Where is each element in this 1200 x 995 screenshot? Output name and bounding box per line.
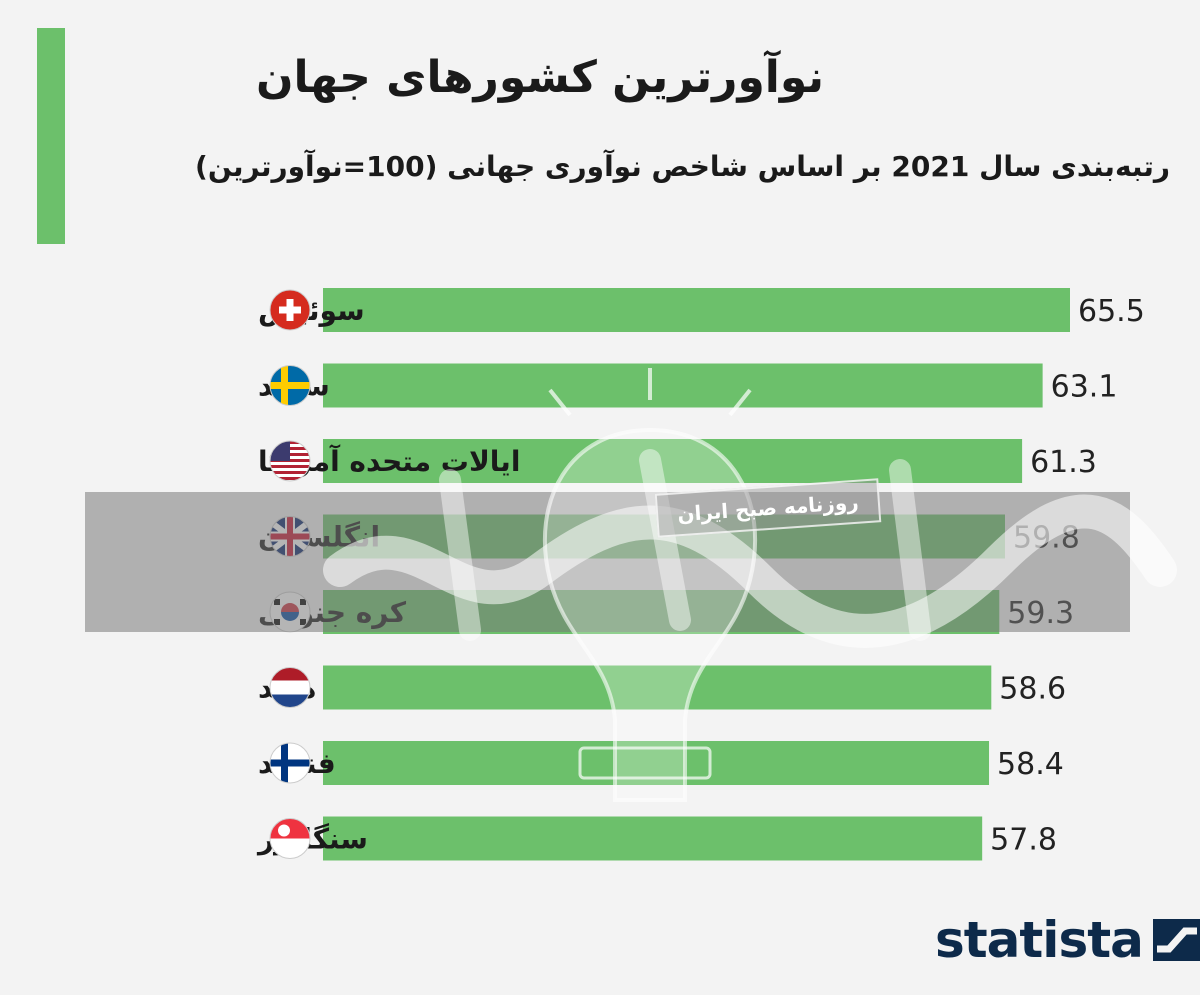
finland-flag-icon <box>270 743 310 783</box>
switzerland-flag-icon <box>270 290 310 330</box>
statista-logo-text: statista <box>935 911 1144 969</box>
sweden-flag-icon <box>270 365 310 406</box>
bar <box>323 816 983 861</box>
data-label: 58.4 <box>997 747 1064 782</box>
bar <box>323 439 1023 483</box>
bar <box>323 363 1043 408</box>
bar <box>323 665 992 710</box>
data-label: 61.3 <box>1030 445 1097 480</box>
chart-title: نوآورترین کشورهای جهان <box>256 52 824 103</box>
watermark-logo-icon <box>323 449 1177 648</box>
chart-subtitle: رتبه‌بندی سال 2021 بر اساس شاخص نوآوری ج… <box>195 150 1170 183</box>
data-label: 58.6 <box>999 672 1066 707</box>
statista-logo-icon <box>1152 919 1200 961</box>
accent-bar <box>37 28 65 244</box>
netherlands-flag-icon <box>270 667 310 708</box>
bar <box>323 288 1070 332</box>
singapore-flag-icon <box>270 818 310 859</box>
statista-logo: statista <box>935 905 1200 975</box>
data-label: 65.5 <box>1078 294 1145 329</box>
data-label: 57.8 <box>990 823 1057 858</box>
data-label: 63.1 <box>1051 370 1118 405</box>
